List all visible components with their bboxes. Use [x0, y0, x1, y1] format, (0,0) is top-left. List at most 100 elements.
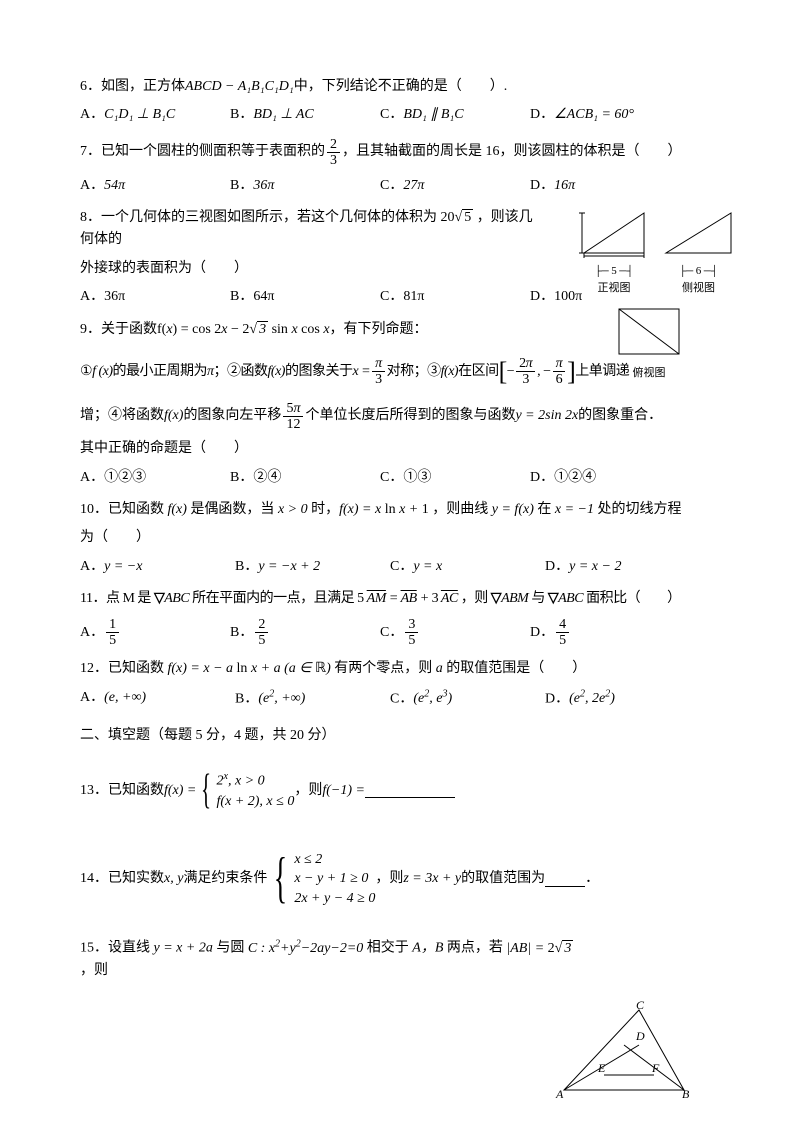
z: z = 3x + y	[403, 868, 461, 890]
q9l2f2: f(x)	[268, 361, 285, 383]
q11-options: A．15 B．25 C．35 D．45	[80, 617, 714, 649]
q7D: 16π	[554, 178, 575, 193]
q: f(−1) =	[322, 780, 365, 802]
q12A: (e, +∞)	[104, 690, 146, 705]
q7A: 54π	[104, 178, 125, 193]
q9l3t1: 的图象向左平移	[183, 405, 281, 427]
l: A．	[80, 559, 104, 574]
q9l2eq: x =	[352, 361, 370, 383]
t: 与圆	[216, 941, 248, 956]
q6-optD-label: D．	[530, 107, 554, 122]
t: 的取值范围为	[461, 868, 545, 890]
cases: x ≤ 2 x − y + 1 ≥ 0 2x + y − 4 ≥ 0	[294, 850, 375, 909]
q9l2t1: 的最小正周期为	[113, 361, 208, 383]
l: D．	[545, 559, 569, 574]
q12-stem: 12．已知函数 f(x) = x − a ln x + a (a ∈ ℝ) 有两…	[80, 658, 714, 680]
q12D: (e2, 2e2)	[569, 691, 615, 706]
d: 5	[255, 632, 268, 648]
q9C: C．①③	[380, 467, 530, 489]
q11B: 25	[255, 617, 268, 649]
blank-input[interactable]	[545, 872, 585, 887]
q8-vol: 205	[441, 210, 474, 225]
f: f(x) =	[164, 780, 196, 802]
q6-stem: 6．如图，正方体 ABCD − A₁B₁C₁D₁ 中，下列结论不正确的是（ ）.	[80, 76, 714, 98]
n: π	[553, 356, 566, 371]
n: 1	[106, 617, 119, 632]
lbl-E: E	[597, 1061, 606, 1075]
lbl-F: F	[651, 1061, 660, 1075]
q14: 14．已知实数 x, y 满足约束条件 { x ≤ 2 x − y + 1 ≥ …	[80, 834, 714, 924]
blank-input[interactable]	[365, 783, 455, 798]
q9l3frac: 5π12	[283, 401, 303, 433]
d: 6	[553, 371, 566, 387]
q12B: (e2, +∞)	[258, 691, 305, 706]
t: 的取值范围是（ ）	[446, 661, 586, 676]
t: 14．已知实数	[80, 868, 164, 890]
q9-line3: 增；④将函数 f(x) 的图象向左平移 5π12 个单位长度后所得到的图象与函数…	[80, 401, 714, 433]
side-view-icon	[661, 208, 736, 258]
q7-frac-d: 3	[327, 152, 340, 168]
d: 5	[405, 632, 418, 648]
q9-lbr: [	[499, 351, 507, 393]
q9intf1: 2π3	[516, 356, 535, 388]
c1: x ≤ 2	[294, 850, 375, 870]
c1: 2x, x > 0	[217, 770, 295, 791]
n: 5π	[283, 401, 303, 416]
front-view-icon: h	[579, 208, 649, 258]
q8C: C．81π	[380, 286, 530, 308]
eq: 5 AM = AB + 3 AC	[357, 591, 458, 606]
q6-optB-label: B．	[230, 107, 253, 122]
q6-math: ABCD − A₁B₁C₁D₁	[185, 76, 294, 98]
top-label: 俯视图	[609, 365, 689, 383]
q9-comma: , −	[537, 361, 550, 383]
q11D: 45	[556, 617, 569, 649]
l: D．	[530, 625, 554, 640]
q10B: y = −x + 2	[258, 559, 320, 574]
m: x = −1	[555, 502, 594, 517]
q9l3a: 增；④将函数	[80, 405, 164, 427]
t: ．	[585, 868, 599, 890]
lbl-B: B	[682, 1087, 690, 1100]
q9l2f3: f(x)	[441, 361, 458, 383]
l: C．	[390, 691, 413, 706]
l: D．	[545, 691, 569, 706]
section-2-title: 二、填空题（每题 5 分，4 题，共 20 分）	[80, 725, 714, 747]
q7D-l: D．	[530, 178, 554, 193]
top-view-icon	[614, 304, 684, 359]
q7-frac: 23	[327, 137, 340, 169]
q11A: 15	[106, 617, 119, 649]
t: 12．已知函数	[80, 661, 168, 676]
q12C: (e2, e3)	[413, 691, 452, 706]
q8B: B．64π	[230, 286, 380, 308]
l: B．	[235, 559, 258, 574]
q11-stem: 11．点 M 是 ▽ABC 所在平面内的一点，且满足 5 AM = AB + 3…	[80, 588, 714, 610]
d: 3	[516, 371, 535, 387]
ab: |AB| = 23	[506, 941, 573, 956]
q7-frac-n: 2	[327, 137, 340, 152]
t: ，则	[80, 963, 108, 978]
q9l2t5: 在区间	[458, 361, 499, 383]
brace-icon: {	[201, 757, 211, 824]
n: 4	[556, 617, 569, 632]
n: π	[372, 356, 385, 371]
q9B: B．②④	[230, 467, 380, 489]
t: 时，	[311, 502, 339, 517]
xy: x, y	[164, 868, 183, 890]
n: 2	[255, 617, 268, 632]
q9-t2: ，有下列命题：	[330, 319, 428, 341]
brace-icon: {	[274, 834, 287, 924]
t: ，则	[461, 591, 491, 606]
q9-f: f(x) = cos 2x − 23 sin x cos x	[157, 319, 330, 341]
t2: ▽ABC	[548, 591, 583, 606]
q10D: y = x − 2	[569, 559, 621, 574]
q9-line4: 其中正确的命题是（ ）	[80, 438, 714, 460]
t: 有两个零点，则	[334, 661, 436, 676]
t: 10．已知函数	[80, 502, 168, 517]
q15-figure: A B C D E F	[554, 1000, 694, 1108]
q9l3t2: 个单位长度后所得到的图象与函数	[305, 405, 515, 427]
q10C: y = x	[413, 559, 442, 574]
d: 3	[372, 371, 385, 387]
q7B-l: B．	[230, 178, 253, 193]
n: 3	[405, 617, 418, 632]
q9D: D．①②④	[530, 467, 680, 489]
